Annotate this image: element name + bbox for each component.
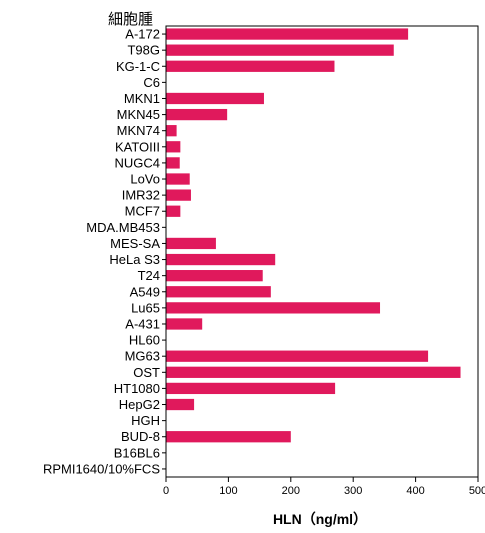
bar xyxy=(166,60,335,72)
bar xyxy=(166,286,271,298)
bar xyxy=(166,157,180,169)
x-tick-label: 300 xyxy=(344,485,362,497)
bar xyxy=(166,44,394,56)
bar xyxy=(166,382,336,395)
bar xyxy=(166,270,263,282)
x-axis-title: HLN（ng/ml） xyxy=(273,511,367,527)
category-label: HeLa S3 xyxy=(109,252,160,267)
category-labels-group: A-172T98GKG-1-CC6MKN1MKN45MKN74KATOIIINU… xyxy=(43,27,160,477)
bar xyxy=(166,302,381,314)
category-label: OST xyxy=(133,365,160,380)
bar xyxy=(166,173,190,185)
bar xyxy=(166,125,177,137)
category-label: A-172 xyxy=(125,27,160,42)
bar xyxy=(166,431,291,443)
bar xyxy=(166,366,461,378)
category-label: A549 xyxy=(130,284,160,299)
category-label: MKN45 xyxy=(117,107,160,122)
category-label: MKN1 xyxy=(124,91,160,106)
category-label: BUD-8 xyxy=(121,429,160,444)
category-label: HL60 xyxy=(129,333,160,348)
category-label: HepG2 xyxy=(119,397,160,412)
category-label: HGH xyxy=(131,413,160,428)
x-ticks-group: 0 100 200 300 400 500 xyxy=(163,477,485,497)
category-label: T98G xyxy=(127,43,160,58)
bar xyxy=(166,253,276,266)
category-label: B16BL6 xyxy=(114,445,160,460)
category-label: NUGC4 xyxy=(114,155,160,170)
category-label: MG63 xyxy=(125,349,160,364)
plot-frame xyxy=(165,25,479,478)
bar xyxy=(166,398,195,411)
category-label: MDA.MB453 xyxy=(86,220,160,235)
category-label: IMR32 xyxy=(122,188,160,203)
x-tick-label: 100 xyxy=(219,485,237,497)
bar xyxy=(166,237,216,250)
bar xyxy=(166,205,181,217)
category-label: HT1080 xyxy=(114,381,160,396)
category-label: MES-SA xyxy=(110,236,160,251)
category-label: T24 xyxy=(138,268,160,283)
chart-title: 細胞腫 xyxy=(108,11,153,28)
category-label: MCF7 xyxy=(125,204,160,219)
category-label: RPMI1640/10%FCS xyxy=(43,461,160,476)
x-tick-label: 500 xyxy=(469,485,485,497)
bar xyxy=(166,350,429,362)
category-label: C6 xyxy=(143,75,160,90)
bar xyxy=(166,141,181,153)
bar xyxy=(166,189,191,201)
category-label: KATOIII xyxy=(115,139,160,154)
bar xyxy=(166,28,409,40)
category-label: A-431 xyxy=(125,316,160,331)
category-label: LoVo xyxy=(130,172,160,187)
bar xyxy=(166,92,264,105)
bar xyxy=(166,318,203,330)
x-tick-label: 0 xyxy=(163,485,169,497)
category-label: KG-1-C xyxy=(116,59,160,74)
x-tick-label: 400 xyxy=(406,485,424,497)
category-label: MKN74 xyxy=(117,123,160,138)
bar xyxy=(166,108,228,121)
x-tick-label: 200 xyxy=(282,485,300,497)
bars-group xyxy=(166,28,461,443)
category-ticks-group xyxy=(162,33,166,470)
category-label: Lu65 xyxy=(131,300,160,315)
